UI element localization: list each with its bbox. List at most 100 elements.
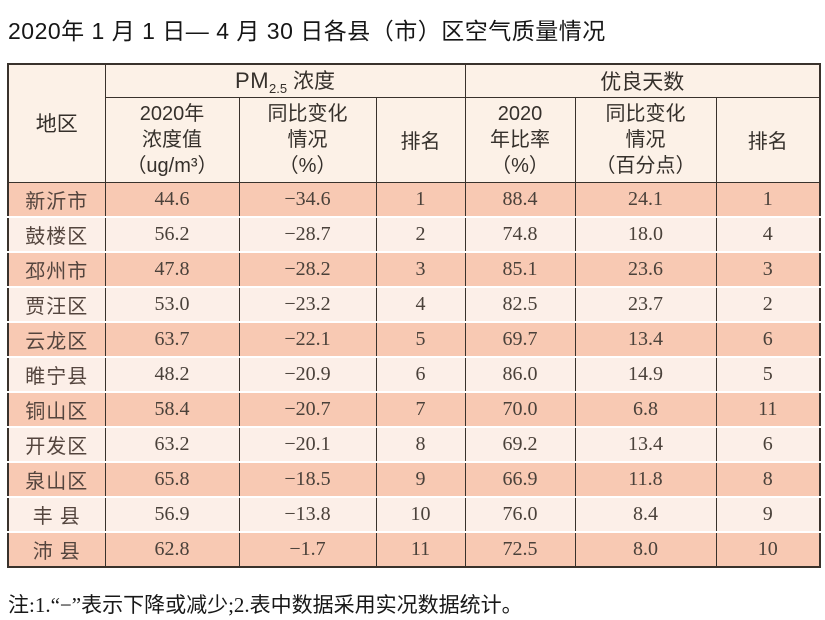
good-change-cell: 8.4 [574, 496, 717, 532]
good-change-cell: 13.4 [574, 426, 717, 462]
pm-value-cell: 56.9 [104, 496, 240, 532]
region-cell: 沛 县 [7, 531, 106, 567]
header-pm-rank: 排名 [375, 96, 466, 183]
table-row: 开发区 63.2 −20.1 8 69.2 13.4 6 [7, 426, 821, 462]
pm-value-cell: 65.8 [104, 461, 240, 497]
pm-value-cell: 63.7 [104, 321, 240, 357]
header-group-pm25: PM2.5 浓度 [104, 63, 466, 98]
pm-rank-cell: 5 [375, 321, 466, 357]
pm25-subscript: 2.5 [269, 81, 288, 97]
table-row: 睢宁县 48.2 −20.9 6 86.0 14.9 5 [7, 356, 821, 392]
region-cell: 开发区 [7, 426, 106, 462]
pm-change-cell: −23.2 [238, 286, 377, 322]
region-cell: 邳州市 [7, 251, 106, 287]
region-cell: 鼓楼区 [7, 216, 106, 252]
good-rank-cell: 10 [715, 531, 821, 567]
header-good-ratio: 2020 年比率 （%） [464, 96, 576, 183]
good-ratio-cell: 69.2 [464, 426, 576, 462]
table-body: 新沂市 44.6 −34.6 1 88.4 24.1 1 鼓楼区 56.2 −2… [7, 182, 821, 567]
footnote: 注:1.“−”表示下降或减少;2.表中数据采用实况数据统计。 [8, 593, 523, 617]
good-change-cell: 18.0 [574, 216, 717, 252]
pm-rank-cell: 9 [375, 461, 466, 497]
table-row: 沛 县 62.8 −1.7 11 72.5 8.0 10 [7, 531, 821, 567]
header-line: 情况 [625, 128, 666, 151]
good-change-cell: 11.8 [574, 461, 717, 497]
pm-change-cell: −1.7 [238, 531, 377, 567]
header-line: （百分点） [595, 154, 696, 177]
table-header: 地区 PM2.5 浓度 优良天数 2020年 浓度值 （ug/m³） 同比变化 … [7, 63, 821, 183]
table-row: 贾汪区 53.0 −23.2 4 82.5 23.7 2 [7, 286, 821, 322]
table-row: 丰 县 56.9 −13.8 10 76.0 8.4 9 [7, 496, 821, 532]
pm-rank-cell: 10 [375, 496, 466, 532]
header-region: 地区 [7, 63, 106, 183]
pm-value-cell: 47.8 [104, 251, 240, 287]
pm-rank-cell: 2 [375, 216, 466, 252]
header-line: 情况 [287, 128, 328, 151]
pm-value-cell: 53.0 [104, 286, 240, 322]
good-ratio-cell: 74.8 [464, 216, 576, 252]
good-ratio-cell: 86.0 [464, 356, 576, 392]
pm25-label-suffix: 浓度 [287, 70, 335, 94]
good-rank-cell: 6 [715, 321, 821, 357]
pm-rank-cell: 7 [375, 391, 466, 427]
region-cell: 睢宁县 [7, 356, 106, 392]
header-line: （%） [278, 154, 337, 177]
good-ratio-cell: 66.9 [464, 461, 576, 497]
good-ratio-cell: 70.0 [464, 391, 576, 427]
page-title: 2020年 1 月 1 日— 4 月 30 日各县（市）区空气质量情况 [8, 18, 606, 44]
table-row: 云龙区 63.7 −22.1 5 69.7 13.4 6 [7, 321, 821, 357]
pm-value-cell: 56.2 [104, 216, 240, 252]
region-cell: 泉山区 [7, 461, 106, 497]
header-line: 同比变化 [267, 102, 348, 125]
good-change-cell: 14.9 [574, 356, 717, 392]
pm-rank-cell: 3 [375, 251, 466, 287]
pm-rank-cell: 11 [375, 531, 466, 567]
pm-change-cell: −20.9 [238, 356, 377, 392]
header-line: （ug/m³） [126, 154, 218, 177]
header-line: 2020 [497, 102, 543, 125]
header-line: 年比率 [490, 128, 550, 151]
good-rank-cell: 4 [715, 216, 821, 252]
good-change-cell: 8.0 [574, 531, 717, 567]
header-line: 同比变化 [605, 102, 686, 125]
pm-rank-cell: 6 [375, 356, 466, 392]
good-change-cell: 23.7 [574, 286, 717, 322]
pm-change-cell: −20.1 [238, 426, 377, 462]
good-rank-cell: 5 [715, 356, 821, 392]
header-line: （%） [491, 154, 549, 177]
good-rank-cell: 6 [715, 426, 821, 462]
region-cell: 铜山区 [7, 391, 106, 427]
good-change-cell: 6.8 [574, 391, 717, 427]
pm-rank-cell: 8 [375, 426, 466, 462]
pm-change-cell: −28.2 [238, 251, 377, 287]
good-ratio-cell: 88.4 [464, 182, 576, 217]
table-row: 新沂市 44.6 −34.6 1 88.4 24.1 1 [7, 182, 821, 217]
region-cell: 丰 县 [7, 496, 106, 532]
pm-rank-cell: 1 [375, 182, 466, 217]
pm-change-cell: −28.7 [238, 216, 377, 252]
pm-change-cell: −22.1 [238, 321, 377, 357]
group-header-row: 地区 PM2.5 浓度 优良天数 [7, 63, 821, 183]
header-group-good-days: 优良天数 [464, 63, 821, 98]
good-change-cell: 24.1 [574, 182, 717, 217]
good-ratio-cell: 69.7 [464, 321, 576, 357]
good-rank-cell: 1 [715, 182, 821, 217]
pm-change-cell: −13.8 [238, 496, 377, 532]
good-rank-cell: 3 [715, 251, 821, 287]
good-rank-cell: 8 [715, 461, 821, 497]
pm-change-cell: −34.6 [238, 182, 377, 217]
region-cell: 贾汪区 [7, 286, 106, 322]
region-cell: 新沂市 [7, 182, 106, 217]
table-row: 邳州市 47.8 −28.2 3 85.1 23.6 3 [7, 251, 821, 287]
good-rank-cell: 11 [715, 391, 821, 427]
good-change-cell: 13.4 [574, 321, 717, 357]
good-ratio-cell: 76.0 [464, 496, 576, 532]
header-good-rank: 排名 [715, 96, 821, 183]
good-rank-cell: 2 [715, 286, 821, 322]
table-row: 鼓楼区 56.2 −28.7 2 74.8 18.0 4 [7, 216, 821, 252]
pm-value-cell: 48.2 [104, 356, 240, 392]
header-line: 浓度值 [142, 128, 202, 151]
pm-rank-cell: 4 [375, 286, 466, 322]
sub-header-row: 2020年 浓度值 （ug/m³） 同比变化 情况 （%） 排名 2020 年比… [8, 96, 821, 183]
